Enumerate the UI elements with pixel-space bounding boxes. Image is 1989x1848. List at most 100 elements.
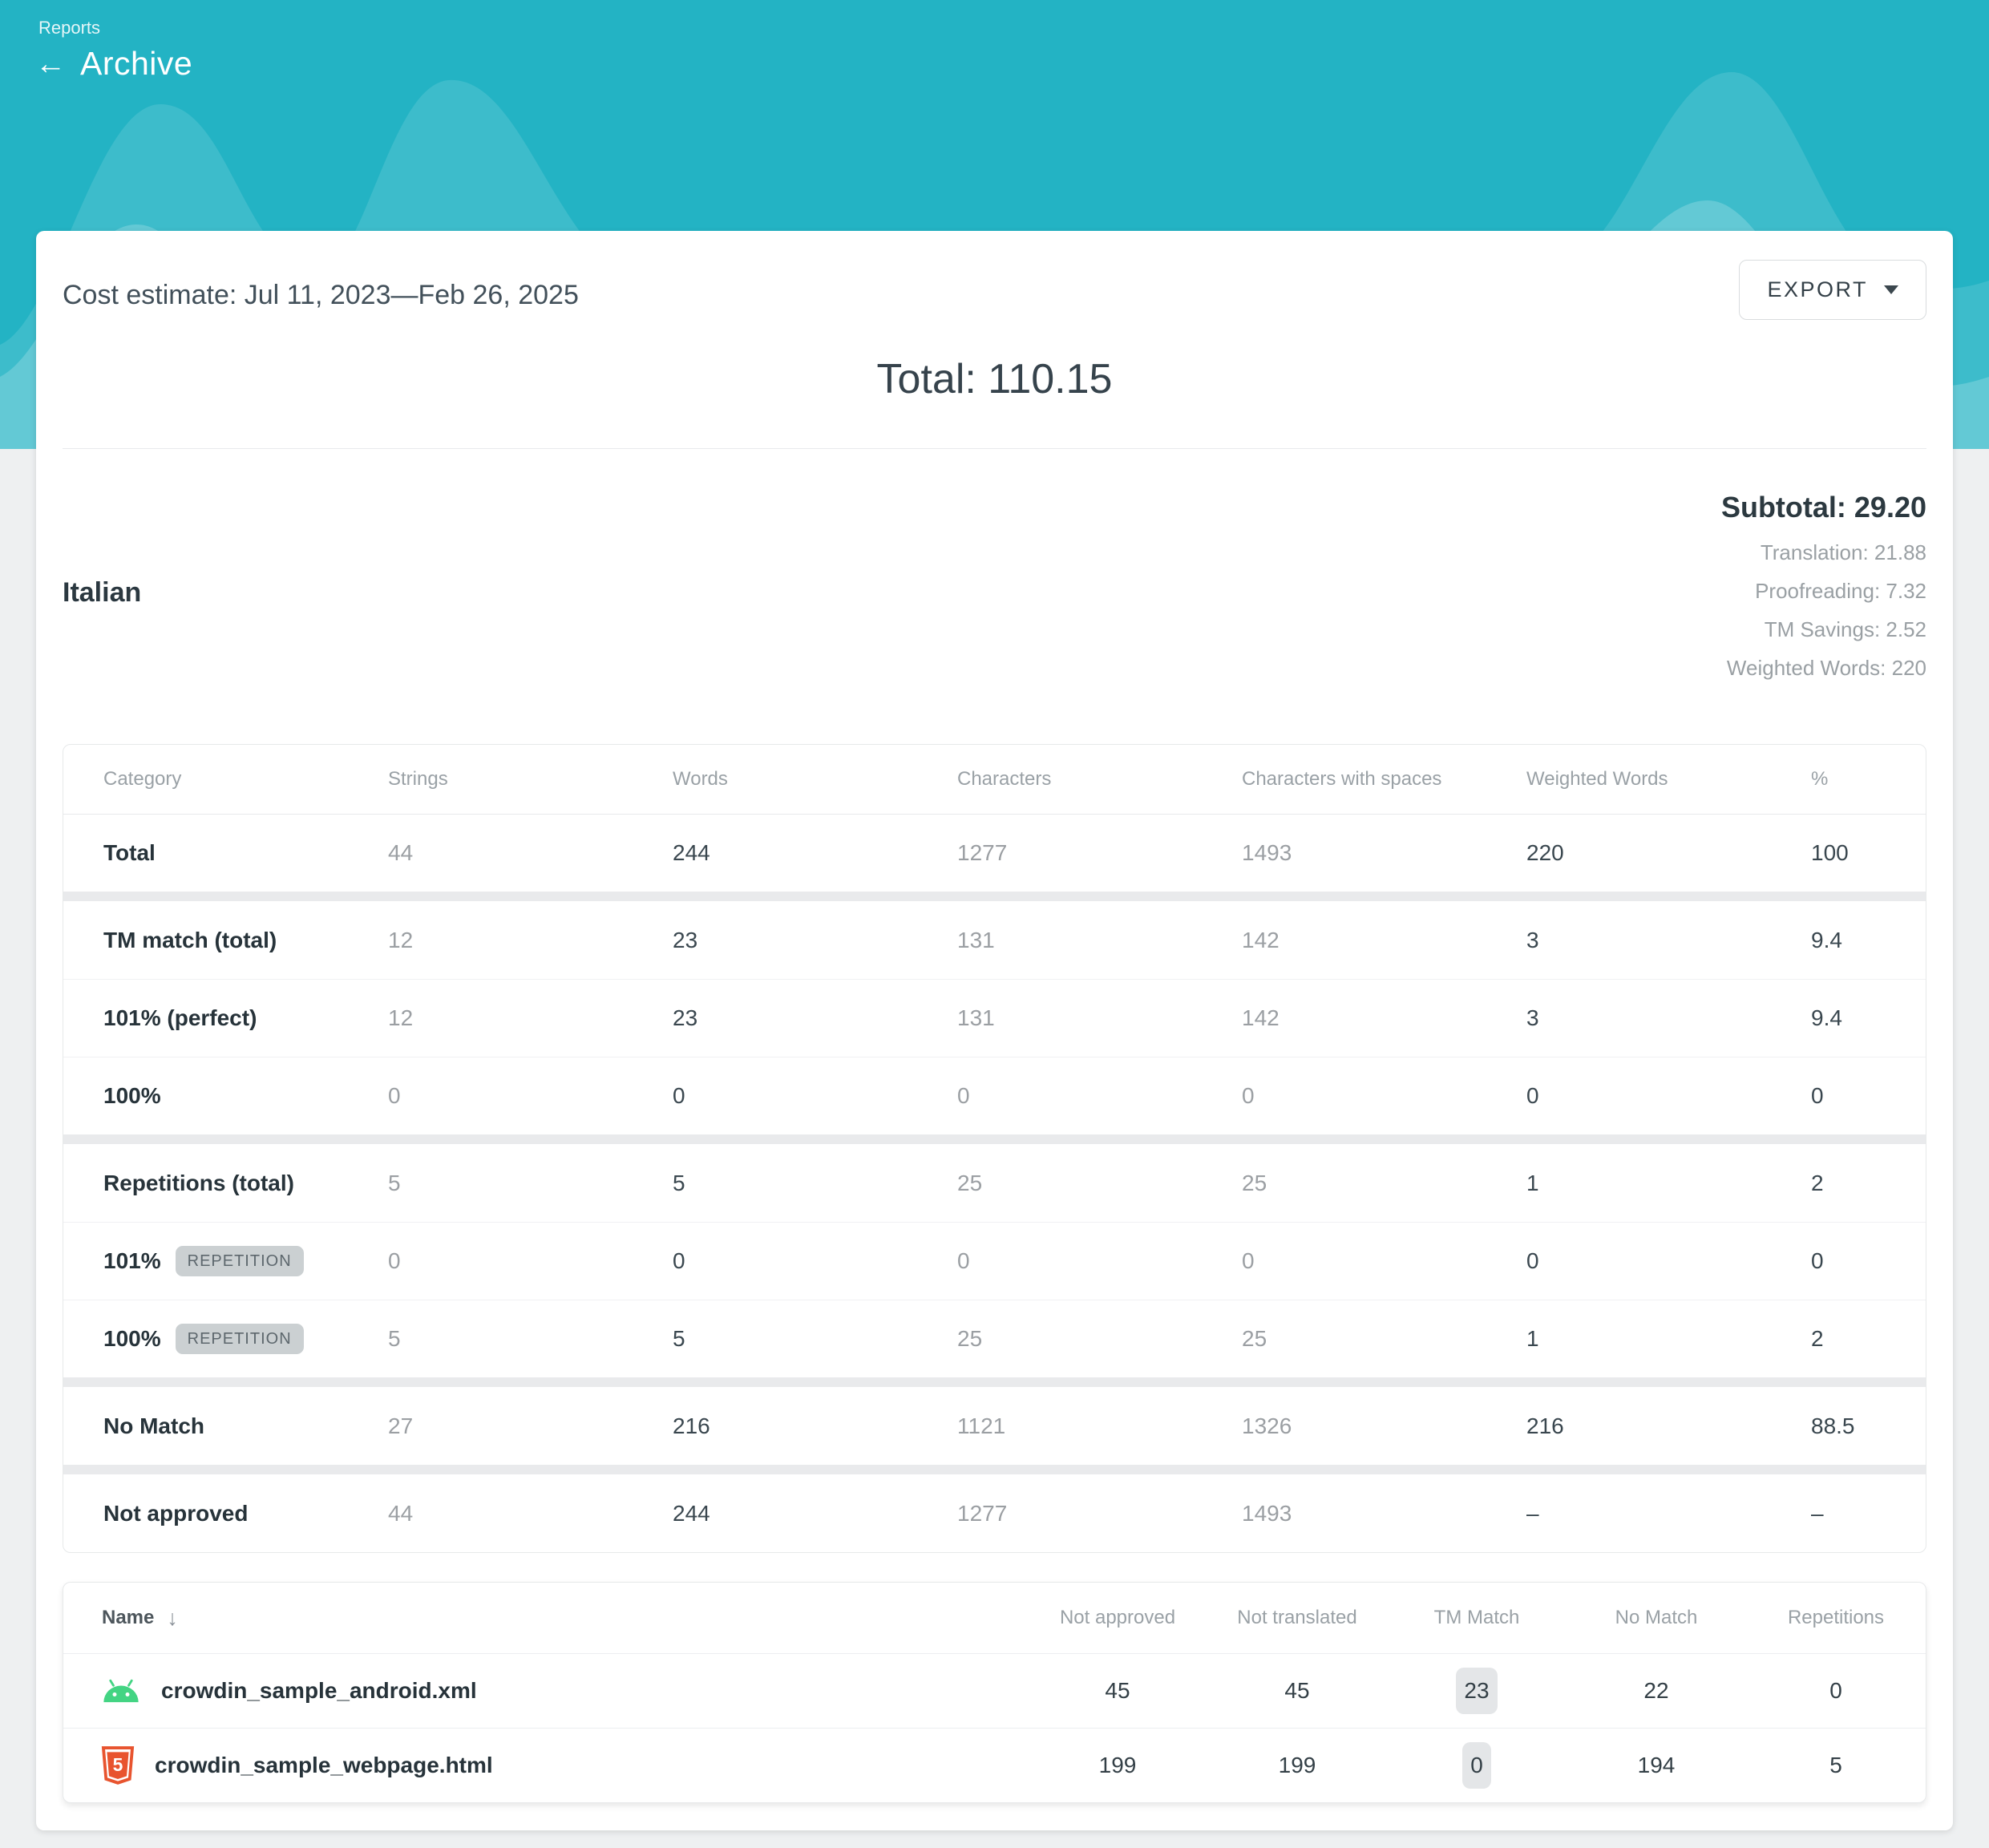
value-cell-words: 5 xyxy=(673,1326,685,1351)
file-value-tm-match: 0 xyxy=(1387,1742,1567,1789)
value-cell-%: 2 xyxy=(1811,1326,1824,1351)
card-header: Cost estimate: Jul 11, 2023—Feb 26, 2025… xyxy=(63,260,1926,320)
name-sort-header[interactable]: Name ↓ xyxy=(63,1606,1028,1631)
value-cell-strings: 44 xyxy=(388,840,414,865)
value-cell-characters: 1121 xyxy=(957,1413,1006,1438)
file-name: crowdin_sample_android.xml xyxy=(161,1678,477,1703)
export-button-label: EXPORT xyxy=(1767,277,1868,301)
table-row: 100% 0 0 0 0 0 0 xyxy=(63,1057,1926,1134)
category-cell: No Match xyxy=(63,1413,348,1439)
value-cell-weighted-words: 0 xyxy=(1526,1248,1539,1273)
subtotal-block: Subtotal: 29.20 Translation: 21.88 Proof… xyxy=(1721,491,1926,678)
repetition-badge: REPETITION xyxy=(175,1246,304,1276)
weighted-words: Weighted Words: 220 xyxy=(1726,656,1926,680)
value-cell-strings: 5 xyxy=(388,1170,401,1195)
table-row: 101% (perfect) 12 23 131 142 3 9.4 xyxy=(63,979,1926,1057)
value-cell-weighted-words: 216 xyxy=(1526,1413,1564,1438)
value-cell-words: 0 xyxy=(673,1248,685,1273)
value-cell-characters-with-spaces: 142 xyxy=(1242,1005,1280,1030)
subtotal-amount: Subtotal: 29.20 xyxy=(1720,491,1926,524)
cost-column-header-5: Weighted Words xyxy=(1526,768,1668,790)
breadcrumb-reports[interactable]: Reports xyxy=(38,18,101,38)
files-column-header-3: No Match xyxy=(1615,1607,1698,1628)
value-cell-characters: 131 xyxy=(957,1005,995,1030)
category-cell: 101% REPETITION xyxy=(63,1246,348,1276)
value-cell-characters: 131 xyxy=(957,927,995,952)
group-separator xyxy=(63,1377,1926,1387)
file-value-not-approved: 199 xyxy=(1098,1753,1137,1777)
translation-cost: Translation: 21.88 xyxy=(1760,540,1926,564)
value-cell-%: 9.4 xyxy=(1811,927,1842,952)
page-title: ← Archive xyxy=(35,45,192,83)
file-row[interactable]: crowdin_sample_android.xml 45 45 23 22 0 xyxy=(63,1653,1926,1728)
android-icon xyxy=(100,1677,142,1704)
tm-match-badge: 23 xyxy=(1456,1668,1498,1714)
files-column-header-0: Not approved xyxy=(1059,1607,1176,1628)
value-cell-characters: 0 xyxy=(957,1083,970,1108)
value-cell-characters-with-spaces: 25 xyxy=(1242,1326,1267,1351)
value-cell-strings: 27 xyxy=(388,1413,414,1438)
value-cell-characters: 25 xyxy=(957,1170,983,1195)
value-cell-words: 244 xyxy=(673,1500,710,1526)
cost-breakdown-table: Category Strings Words Characters Characters… xyxy=(63,744,1926,1553)
value-cell-strings: 12 xyxy=(388,1005,414,1030)
group-separator xyxy=(63,892,1926,901)
value-cell-%: 88.5 xyxy=(1811,1413,1855,1438)
file-value-not-approved: 45 xyxy=(1105,1678,1130,1703)
value-cell-characters-with-spaces: 1493 xyxy=(1242,1500,1292,1526)
cost-column-header-4: Characters with spaces xyxy=(1242,768,1442,790)
value-cell-characters-with-spaces: 25 xyxy=(1242,1170,1267,1195)
value-cell-strings: 0 xyxy=(388,1248,401,1273)
files-table: Name ↓ Not approved Not translated TM Match N… xyxy=(63,1582,1926,1803)
value-cell-%: – xyxy=(1811,1500,1824,1526)
category-label: Repetitions (total) xyxy=(103,1170,294,1195)
total-amount: Total: 110.15 xyxy=(876,356,1113,402)
report-heading: Cost estimate: Jul 11, 2023—Feb 26, 2025 xyxy=(63,280,579,310)
chevron-down-icon xyxy=(1884,285,1898,294)
group-separator xyxy=(63,1465,1926,1474)
value-cell-words: 5 xyxy=(673,1170,685,1195)
value-cell-strings: 12 xyxy=(388,927,414,952)
cost-estimate-card: Cost estimate: Jul 11, 2023—Feb 26, 2025… xyxy=(36,231,1953,1830)
tm-match-badge: 0 xyxy=(1462,1742,1491,1789)
file-value-not-translated: 199 xyxy=(1278,1753,1316,1777)
category-cell: 100% REPETITION xyxy=(63,1324,348,1354)
value-cell-strings: 0 xyxy=(388,1083,401,1108)
file-name-cell: crowdin_sample_android.xml xyxy=(63,1677,1028,1704)
value-cell-characters: 1277 xyxy=(957,1500,1008,1526)
table-row: 101% REPETITION 0 0 0 0 0 0 xyxy=(63,1222,1926,1300)
value-cell-%: 100 xyxy=(1811,840,1849,865)
category-label: 100% xyxy=(103,1326,161,1351)
cost-column-header-1: Strings xyxy=(388,768,448,790)
value-cell-characters-with-spaces: 0 xyxy=(1242,1083,1255,1108)
value-cell-weighted-words: 220 xyxy=(1526,840,1564,865)
category-cell: 101% (perfect) xyxy=(63,1005,348,1031)
html5-icon: 5 xyxy=(100,1745,135,1785)
file-value-no-match: 22 xyxy=(1643,1678,1669,1703)
value-cell-strings: 5 xyxy=(388,1326,401,1351)
back-arrow-icon[interactable]: ← xyxy=(35,47,66,81)
file-value-tm-match: 23 xyxy=(1387,1668,1567,1714)
cost-column-header-0: Category xyxy=(103,768,182,790)
language-name: Italian xyxy=(63,577,142,608)
value-cell-weighted-words: 1 xyxy=(1526,1326,1539,1351)
file-value-no-match: 194 xyxy=(1637,1753,1676,1777)
file-name: crowdin_sample_webpage.html xyxy=(155,1753,493,1777)
files-column-header-4: Repetitions xyxy=(1787,1607,1885,1628)
tm-savings: TM Savings: 2.52 xyxy=(1764,617,1926,641)
value-cell-characters: 25 xyxy=(957,1326,983,1351)
file-row[interactable]: 5 crowdin_sample_webpage.html 199 199 0 194 5 xyxy=(63,1728,1926,1802)
export-button[interactable]: EXPORT xyxy=(1739,260,1926,320)
category-label: TM match (total) xyxy=(103,927,277,952)
category-label: Not approved xyxy=(103,1500,249,1526)
cost-column-header-2: Words xyxy=(673,768,728,790)
group-separator xyxy=(63,1134,1926,1144)
value-cell-words: 23 xyxy=(673,1005,698,1030)
value-cell-words: 0 xyxy=(673,1083,685,1108)
category-cell: Not approved xyxy=(63,1501,348,1527)
category-label: 100% xyxy=(103,1083,161,1108)
value-cell-weighted-words: 3 xyxy=(1526,1005,1539,1030)
file-value-repetitions: 0 xyxy=(1829,1678,1842,1703)
category-cell: Total xyxy=(63,840,348,866)
value-cell-characters-with-spaces: 1493 xyxy=(1242,840,1292,865)
